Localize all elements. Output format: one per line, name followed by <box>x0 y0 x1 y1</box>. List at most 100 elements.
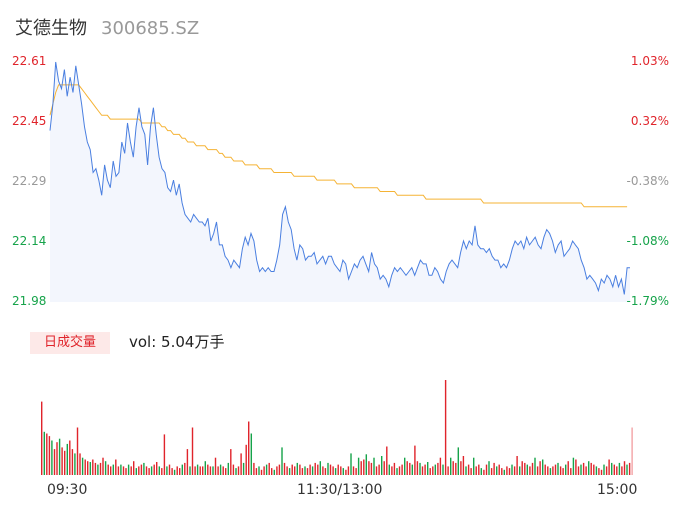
volume-bar <box>531 462 534 475</box>
volume-bar <box>51 440 53 475</box>
volume-bar <box>396 468 398 475</box>
volume-bar <box>631 427 633 475</box>
volume-bar <box>439 457 442 475</box>
volume-bar <box>506 466 508 475</box>
volume-bar <box>593 464 595 475</box>
volume-bar <box>475 466 477 475</box>
volume-bar <box>163 434 166 475</box>
volume-bar <box>306 468 309 475</box>
y-tick-label: 22.29 <box>12 174 47 188</box>
x-tick-label: 15:00 <box>597 482 638 498</box>
volume-bar <box>301 468 304 475</box>
volume-bar <box>521 461 523 475</box>
volume-bar <box>388 464 391 475</box>
volume-bar <box>616 466 618 475</box>
volume-bar <box>419 462 421 475</box>
volume-bar <box>460 461 462 475</box>
volume-bar <box>370 462 373 475</box>
volume-bar <box>288 468 291 475</box>
volume-bar <box>582 462 585 475</box>
volume-bar <box>191 427 194 475</box>
volume-bar <box>570 468 572 475</box>
volume-bar <box>225 468 227 475</box>
y-tick-label: 21.98 <box>12 294 47 308</box>
volume-bar <box>253 462 255 475</box>
average-price-line <box>49 84 628 208</box>
pct-tick-label: -1.79% <box>626 294 669 308</box>
volume-bar <box>411 464 414 475</box>
volume-bar <box>212 466 214 475</box>
volume-bar <box>189 466 191 475</box>
volume-bar <box>319 461 322 475</box>
volume-bar <box>421 466 424 475</box>
volume-bar <box>490 468 493 475</box>
volume-bar <box>232 464 235 475</box>
volume-bar <box>416 461 419 475</box>
pct-tick-label: -1.08% <box>626 234 669 248</box>
volume-bar <box>322 466 324 475</box>
volume-bar <box>199 466 201 475</box>
volume-bar <box>258 466 260 475</box>
volume-bar <box>107 464 109 475</box>
volume-bar <box>332 466 334 475</box>
volume-bar <box>588 461 590 475</box>
volume-bar <box>115 459 117 475</box>
volume-bar <box>467 464 470 475</box>
volume-bar <box>365 454 368 475</box>
volume-bar <box>590 462 592 475</box>
volume-bar <box>450 457 452 475</box>
volume-bar <box>94 462 97 475</box>
volume-bar <box>347 466 350 475</box>
volume-bar <box>480 468 483 475</box>
volume-bar <box>127 464 130 475</box>
volume-bar <box>427 462 429 475</box>
volume-bar <box>455 462 457 475</box>
volume-bar <box>158 466 161 475</box>
volume-bar <box>186 449 189 475</box>
volume-readout: vol: 5.04万手 <box>129 333 225 351</box>
stock-name: 艾德生物 <box>15 18 87 39</box>
volume-bar <box>204 461 207 475</box>
volume-bar <box>503 469 506 475</box>
x-tick-label: 09:30 <box>47 482 88 498</box>
volume-bar <box>273 469 276 475</box>
volume-bar <box>237 466 240 475</box>
volume-bar <box>271 468 273 475</box>
volume-bar <box>572 457 575 475</box>
volume-bar <box>110 466 112 475</box>
volume-bar <box>250 433 253 475</box>
volume-bar <box>513 466 516 475</box>
volume-bar <box>179 468 181 475</box>
volume-bar <box>434 464 437 475</box>
volume-bar <box>99 462 102 475</box>
volume-bar <box>125 468 127 475</box>
volume-bar <box>444 380 447 475</box>
volume-bar <box>166 466 168 475</box>
price-area <box>50 62 630 302</box>
volume-bar <box>470 468 472 475</box>
x-tick-label: 11:30/13:00 <box>297 482 383 498</box>
volume-bar <box>508 468 511 475</box>
volume-bar <box>511 464 513 475</box>
volume-bar <box>71 449 74 475</box>
volume-bar <box>117 466 120 475</box>
volume-bar <box>363 459 365 475</box>
volume-bar <box>557 462 559 475</box>
volume-bar <box>483 469 485 475</box>
volume-bar <box>595 466 598 475</box>
volume-bar <box>600 469 603 475</box>
volume-bar <box>381 456 383 475</box>
volume-bar <box>544 464 546 475</box>
volume-bar <box>542 459 544 475</box>
volume-bar <box>276 466 278 475</box>
volume-bar <box>401 464 403 475</box>
volume-bar <box>41 401 43 475</box>
volume-bar <box>120 464 122 475</box>
volume-bar <box>536 466 539 475</box>
volume-bar <box>598 468 600 475</box>
volume-bar <box>462 456 465 475</box>
volume-bar <box>386 446 388 475</box>
daily-volume-tag: 日成交量 <box>30 332 110 354</box>
volume-bar <box>611 462 613 475</box>
volume-bar <box>478 464 480 475</box>
